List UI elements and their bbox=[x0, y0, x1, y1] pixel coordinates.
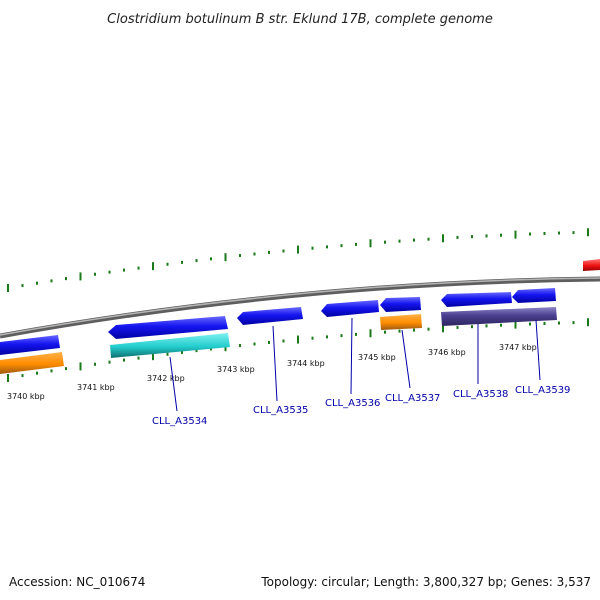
kbp-label: 3741 kbp bbox=[77, 383, 115, 392]
kbp-label: 3746 kbp bbox=[428, 348, 466, 357]
genome-backbone-highlight bbox=[0, 277, 600, 336]
genome-backbone bbox=[0, 276, 600, 339]
gene-label-cll-a3537[interactable]: CLL_A3537 bbox=[385, 393, 440, 404]
gene-label-cll-a3539[interactable]: CLL_A3539 bbox=[515, 385, 570, 396]
gene-label-cll-a3535[interactable]: CLL_A3535 bbox=[253, 405, 308, 416]
cds-arrow-1[interactable] bbox=[0, 335, 60, 355]
accession-text: Accession: NC_010674 bbox=[9, 575, 145, 589]
leader-line bbox=[535, 319, 541, 381]
map-title: Clostridium botulinum B str. Eklund 17B,… bbox=[107, 12, 493, 27]
cds-arrow-7[interactable] bbox=[512, 288, 556, 303]
kbp-label: 3743 kbp bbox=[217, 365, 255, 374]
gene-label-cll-a3538[interactable]: CLL_A3538 bbox=[453, 389, 508, 400]
gene-labels: CLL_A3534 CLL_A3535 CLL_A3536 CLL_A3537 … bbox=[152, 385, 570, 427]
feature-red[interactable] bbox=[583, 259, 600, 271]
cds-arrow-4[interactable] bbox=[321, 300, 379, 317]
cds-arrow-2[interactable] bbox=[108, 316, 228, 339]
feature-orange-2[interactable] bbox=[380, 314, 422, 330]
kbp-label: 3740 kbp bbox=[7, 392, 45, 401]
kbp-label: 3742 kbp bbox=[147, 374, 185, 383]
feature-purple[interactable] bbox=[441, 307, 557, 326]
kbp-label: 3744 kbp bbox=[287, 359, 325, 368]
outer-tick-ruler bbox=[7, 228, 589, 292]
kbp-label: 3747 kbp bbox=[499, 343, 537, 352]
feature-cyan[interactable] bbox=[110, 333, 230, 358]
feature-orange-1[interactable] bbox=[0, 352, 64, 374]
cds-arrow-5[interactable] bbox=[380, 297, 421, 312]
leader-line bbox=[272, 325, 278, 402]
gene-label-leaders bbox=[169, 317, 541, 412]
inner-tick-ruler bbox=[7, 318, 589, 382]
leader-line bbox=[350, 317, 353, 395]
gene-label-cll-a3534[interactable]: CLL_A3534 bbox=[152, 416, 207, 427]
kbp-label: 3745 kbp bbox=[358, 353, 396, 362]
leader-line bbox=[169, 356, 178, 412]
cds-arrow-6[interactable] bbox=[441, 292, 512, 307]
gene-label-cll-a3536[interactable]: CLL_A3536 bbox=[325, 398, 380, 409]
kbp-labels: 3740 kbp 3741 kbp 3742 kbp 3743 kbp 3744… bbox=[7, 343, 537, 401]
cds-arrow-3[interactable] bbox=[237, 307, 303, 325]
topology-summary: Topology: circular; Length: 3,800,327 bp… bbox=[260, 575, 591, 589]
leader-line bbox=[401, 329, 411, 389]
